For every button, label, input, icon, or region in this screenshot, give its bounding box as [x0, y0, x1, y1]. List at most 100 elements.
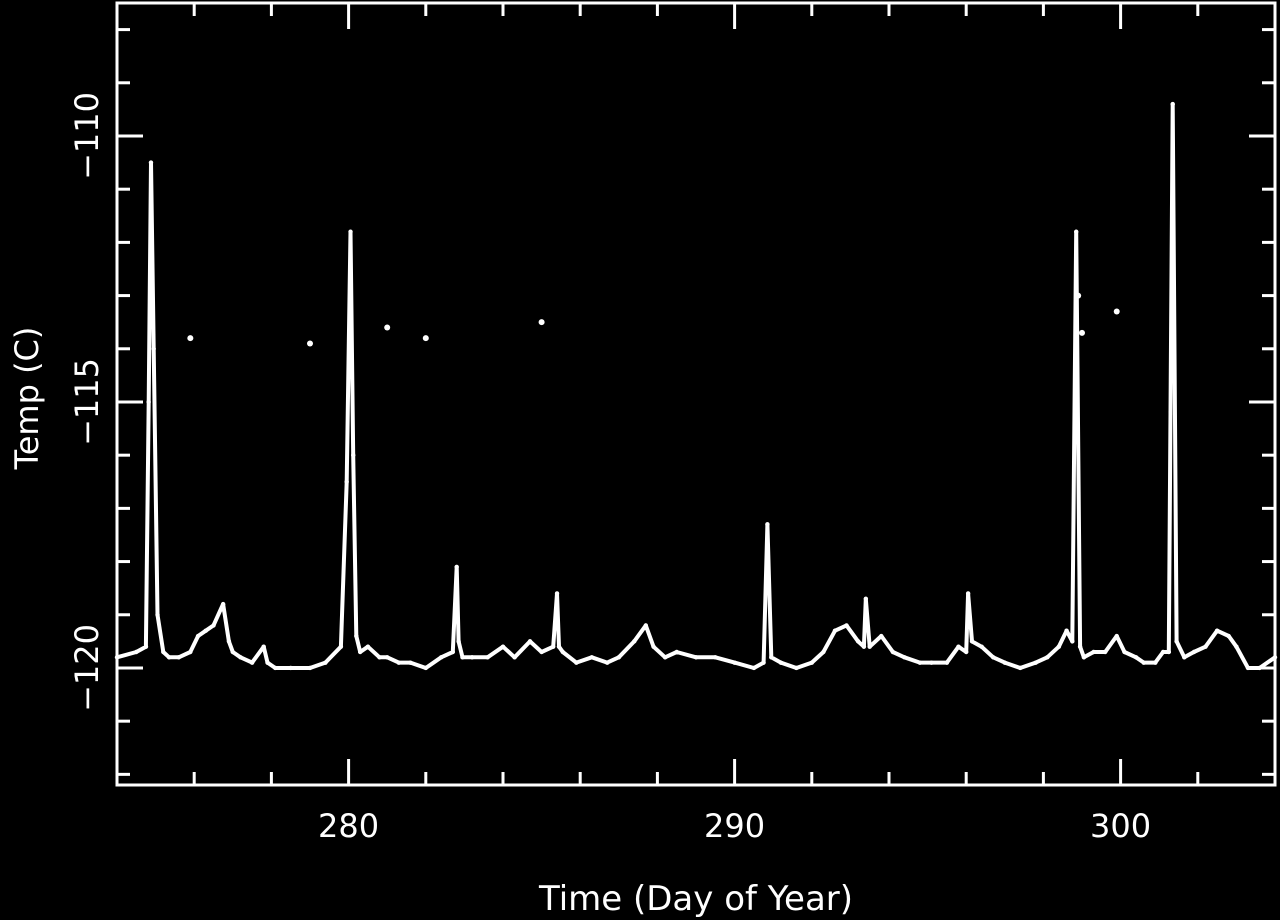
- data-point: [512, 655, 517, 660]
- data-point: [969, 639, 975, 644]
- data-point: [1234, 644, 1239, 649]
- data-point: [500, 644, 506, 649]
- data-point: [662, 655, 668, 660]
- data-point: [408, 660, 413, 665]
- x-axis-label: Time (Day of Year): [538, 879, 853, 919]
- data-point: [964, 649, 969, 655]
- outlier-point: [1079, 329, 1085, 336]
- data-point: [1191, 649, 1197, 655]
- outlier-point: [1113, 308, 1120, 315]
- y-axis-label: Temp (C): [8, 327, 46, 471]
- data-point: [956, 644, 961, 649]
- data-point: [450, 649, 456, 655]
- data-point: [1070, 639, 1075, 644]
- data-point: [385, 655, 390, 660]
- data-point: [765, 522, 770, 527]
- data-point: [751, 665, 757, 671]
- data-point: [220, 601, 226, 607]
- data-point: [527, 639, 533, 644]
- data-point: [863, 596, 869, 602]
- data-point: [1226, 633, 1231, 639]
- data-point: [348, 229, 353, 234]
- data-point: [134, 649, 139, 655]
- data-point: [439, 655, 444, 660]
- data-point: [539, 649, 544, 655]
- data-point: [230, 649, 235, 655]
- data-point: [713, 655, 718, 660]
- data-point: [1203, 644, 1208, 649]
- data-point: [560, 649, 566, 655]
- data-point: [809, 660, 814, 665]
- data-point: [238, 655, 243, 660]
- data-point: [991, 655, 996, 660]
- data-point: [1033, 660, 1038, 665]
- data-point: [616, 655, 621, 660]
- data-point: [146, 399, 151, 405]
- data-point: [354, 633, 359, 639]
- data-point: [161, 649, 166, 655]
- y-tick-label: −120: [68, 624, 106, 712]
- data-point: [917, 660, 923, 665]
- data-point: [979, 644, 984, 649]
- data-point: [1081, 655, 1087, 660]
- data-point: [351, 452, 356, 458]
- data-point: [732, 660, 737, 665]
- data-point: [643, 623, 649, 628]
- data-point: [944, 660, 950, 665]
- data-point: [879, 633, 884, 639]
- data-point: [693, 655, 699, 660]
- data-point: [176, 655, 181, 660]
- data-point: [1214, 628, 1220, 633]
- data-point: [166, 655, 172, 660]
- data-point: [589, 655, 594, 660]
- outlier-point: [422, 335, 429, 342]
- data-point: [377, 655, 382, 660]
- data-point: [574, 660, 579, 665]
- data-point: [323, 660, 328, 665]
- data-point: [855, 639, 861, 644]
- data-point: [867, 644, 872, 649]
- plot-frame: [115, 1, 1277, 787]
- data-point: [1122, 649, 1127, 655]
- outlier-point: [538, 319, 545, 326]
- outlier-point: [187, 335, 194, 342]
- data-point: [288, 665, 293, 671]
- data-point: [1064, 628, 1069, 633]
- data-point: [1133, 655, 1139, 660]
- data-point: [554, 591, 560, 596]
- data-point: [902, 655, 907, 660]
- data-point: [861, 644, 867, 649]
- data-point: [965, 591, 971, 596]
- data-point: [1174, 639, 1179, 644]
- data-point: [1102, 649, 1108, 655]
- data-point: [769, 655, 774, 660]
- data-point: [761, 660, 766, 665]
- data-point: [1160, 649, 1166, 655]
- data-point: [929, 660, 934, 665]
- data-point: [1170, 101, 1175, 107]
- data-point: [226, 639, 232, 644]
- data-point: [1091, 649, 1096, 655]
- data-point: [155, 612, 160, 617]
- data-point: [365, 644, 371, 649]
- data-point: [778, 660, 784, 665]
- outlier-point: [384, 324, 391, 331]
- outlier-point: [1075, 292, 1082, 299]
- data-point: [674, 649, 679, 655]
- data-point: [485, 655, 490, 660]
- data-point: [344, 479, 349, 484]
- data-point: [1045, 655, 1050, 660]
- data-point: [148, 160, 154, 165]
- data-point: [203, 628, 208, 633]
- data-point: [357, 649, 363, 655]
- data-point: [423, 665, 428, 671]
- data-point: [265, 660, 270, 665]
- data-point: [188, 649, 193, 655]
- data-point: [1166, 649, 1172, 655]
- data-point: [151, 346, 156, 351]
- x-tick-label: 300: [1090, 807, 1151, 845]
- outlier-point: [307, 340, 313, 347]
- data-point: [1077, 644, 1083, 649]
- data-point: [249, 660, 255, 665]
- data-point: [1182, 655, 1187, 660]
